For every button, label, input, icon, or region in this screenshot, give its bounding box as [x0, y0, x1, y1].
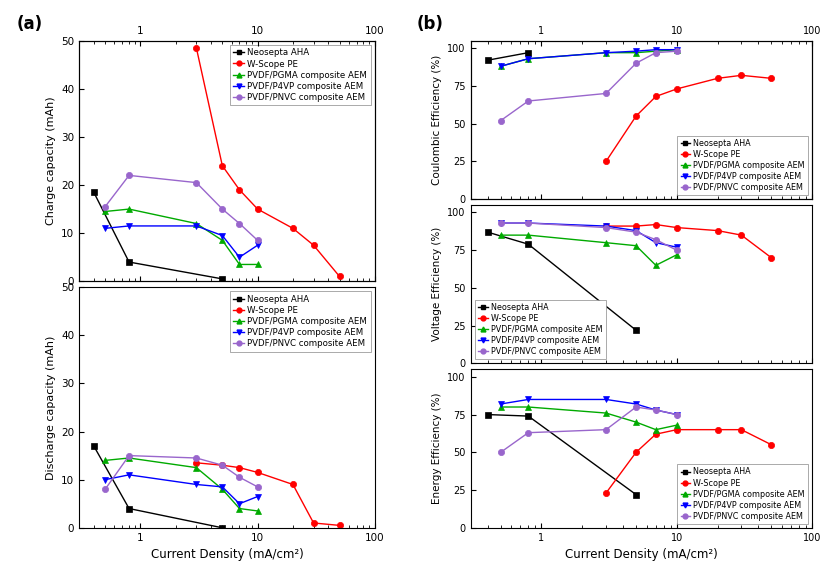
Y-axis label: Voltage Efficiency (%): Voltage Efficiency (%) — [431, 227, 441, 341]
X-axis label: Current Density (mA/cm²): Current Density (mA/cm²) — [151, 548, 303, 561]
Text: (b): (b) — [416, 15, 443, 33]
Legend: Neosepta AHA, W-Scope PE, PVDF/PGMA composite AEM, PVDF/P4VP composite AEM, PVDF: Neosepta AHA, W-Scope PE, PVDF/PGMA comp… — [677, 136, 808, 195]
Legend: Neosepta AHA, W-Scope PE, PVDF/PGMA composite AEM, PVDF/P4VP composite AEM, PVDF: Neosepta AHA, W-Scope PE, PVDF/PGMA comp… — [230, 291, 371, 352]
Y-axis label: Discharge capacity (mAh): Discharge capacity (mAh) — [46, 335, 56, 480]
Y-axis label: Coulombic Efficiency (%): Coulombic Efficiency (%) — [431, 55, 441, 185]
X-axis label: Current Density (mA/cm²): Current Density (mA/cm²) — [565, 548, 718, 561]
Text: (a): (a) — [17, 15, 42, 33]
Legend: Neosepta AHA, W-Scope PE, PVDF/PGMA composite AEM, PVDF/P4VP composite AEM, PVDF: Neosepta AHA, W-Scope PE, PVDF/PGMA comp… — [230, 45, 371, 106]
Legend: Neosepta AHA, W-Scope PE, PVDF/PGMA composite AEM, PVDF/P4VP composite AEM, PVDF: Neosepta AHA, W-Scope PE, PVDF/PGMA comp… — [677, 464, 808, 524]
Y-axis label: Charge capacity (mAh): Charge capacity (mAh) — [46, 97, 56, 225]
Legend: Neosepta AHA, W-Scope PE, PVDF/PGMA composite AEM, PVDF/P4VP composite AEM, PVDF: Neosepta AHA, W-Scope PE, PVDF/PGMA comp… — [475, 300, 606, 360]
Y-axis label: Energy Efficiency (%): Energy Efficiency (%) — [431, 393, 441, 504]
